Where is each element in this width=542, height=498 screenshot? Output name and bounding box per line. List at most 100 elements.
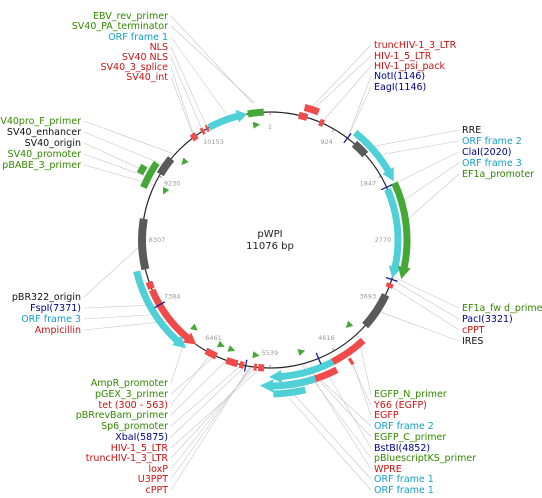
feature-ampr-promoter xyxy=(145,280,155,290)
label-cppt-bottom: cPPT xyxy=(146,485,169,496)
primer-arrow xyxy=(162,186,170,195)
label-trunc-ltr-top: truncHIV-1_3_LTR xyxy=(374,40,457,51)
leader-line-hiv-psi-pack xyxy=(321,65,372,124)
feature-orf-frame-1 xyxy=(273,386,307,398)
label-xbai: XbaI(5875) xyxy=(115,432,168,443)
feature-orf-frame-1 xyxy=(259,375,317,393)
feature-sp6-promoter xyxy=(238,360,245,369)
label-eagi: EagI(1146) xyxy=(374,82,426,93)
leader-line-orf-frame-1-top xyxy=(170,36,229,118)
feature-orf-frame-3 xyxy=(384,187,402,278)
label-orf-frame-2-bottom: ORF frame 2 xyxy=(374,421,434,432)
label-sv40-pa-terminator: SV40_PA_terminator xyxy=(72,21,168,32)
leader-line-sv40-promoter xyxy=(83,153,151,179)
leader-line-nls xyxy=(170,46,208,129)
tick-label: 6461 xyxy=(205,334,222,342)
tick-label: 9230 xyxy=(164,180,181,188)
label-orf-frame-1-b2: ORF frame 1 xyxy=(374,485,434,496)
label-cppt-right: cPPT xyxy=(462,325,485,336)
leader-line-cppt-right xyxy=(389,285,460,331)
feature-y66-egfp- xyxy=(347,357,355,366)
feature-orf-frame-1 xyxy=(207,109,248,131)
leader-line-xbai xyxy=(170,365,246,438)
tick-label: 924 xyxy=(320,138,332,146)
feature-tet-300-563- xyxy=(204,347,218,360)
label-orf-frame-1-b1: ORF frame 1 xyxy=(374,474,434,485)
label-hiv-psi-pack: HIV-1_psi_pack xyxy=(374,61,446,72)
feature-trunchiv-1-3-ltr xyxy=(253,363,258,371)
leader-line-cppt-bottom xyxy=(170,366,250,491)
leader-line-pgex-3-primer xyxy=(170,355,216,395)
restriction-site-mark xyxy=(343,132,352,144)
label-sv40-enhancer: SV40_enhancer xyxy=(7,127,81,138)
leader-line-hiv-5-ltr-top xyxy=(310,55,372,112)
tick-label: 7384 xyxy=(164,293,181,301)
leader-line-sv40-3-splice xyxy=(170,66,195,137)
feature-sv40-nls xyxy=(199,127,206,135)
feature-ires xyxy=(362,293,390,329)
plasmid-name: pWPI xyxy=(257,229,282,240)
leader-line-wpre xyxy=(313,379,372,470)
label-egfp-c-primer: EGFP_C_primer xyxy=(374,432,446,443)
label-sv40pro-f-primer: SV40pro_F_primer xyxy=(0,116,81,127)
tick-label: 1847 xyxy=(360,180,377,188)
tick-label: 3693 xyxy=(360,293,377,301)
label-sp6-promoter: Sp6_promoter xyxy=(101,421,168,432)
label-ires: IRES xyxy=(462,336,483,347)
tick-mark xyxy=(332,348,335,352)
feature-sv40-enhancer xyxy=(156,156,175,177)
restriction-site-mark xyxy=(243,359,248,372)
tick-label: 2770 xyxy=(375,236,392,244)
leader-line-sv40-nls xyxy=(170,56,203,132)
restriction-site-mark xyxy=(385,276,398,282)
label-clai: ClaI(2020) xyxy=(462,147,512,158)
tick-mark xyxy=(158,175,162,178)
leader-line-pbrrevbam-primer xyxy=(170,360,227,416)
feature-arcs xyxy=(133,104,411,398)
feature-hiv-1-5-ltr xyxy=(303,104,320,116)
leader-line-noti xyxy=(347,75,372,139)
leader-line-orf-frame-2-bottom xyxy=(311,371,372,427)
label-hiv-5-ltr-bottom: HIV-1_5_LTR xyxy=(111,443,169,454)
label-rre: RRE xyxy=(462,125,481,136)
plasmid-size: 11076 bp xyxy=(246,241,294,252)
tick-label: 5539 xyxy=(262,349,279,357)
label-egfp-n-primer: EGFP_N_primer xyxy=(374,389,447,400)
label-paci: PacI(3321) xyxy=(462,314,513,325)
leader-line-pbr322-origin xyxy=(83,243,143,298)
feature-ampicillin xyxy=(148,288,197,345)
leader-line-orf-frame-1-b1 xyxy=(290,390,372,480)
feature-hiv-1-psi-pack xyxy=(318,118,325,127)
feature-orf-frame-2 xyxy=(269,358,335,383)
label-pbrrevbam-primer: pBRrevBam_primer xyxy=(76,410,168,421)
label-ef1a-promoter: EF1a_promoter xyxy=(462,169,534,180)
restriction-site-mark xyxy=(380,184,393,191)
label-sv40-promoter: SV40_promoter xyxy=(8,149,82,160)
leader-line-sv40-origin xyxy=(83,142,148,173)
feature-ef1a-promoter xyxy=(391,181,411,280)
label-tet: tet (300 - 563) xyxy=(99,400,168,411)
label-hiv-5-ltr-top: HIV-1_5_LTR xyxy=(374,51,432,62)
feature-sv40-int xyxy=(189,132,199,142)
label-pgex-3-primer: pGEX_3_primer xyxy=(95,389,168,400)
label-bstbi: BstBI(4852) xyxy=(374,443,430,454)
label-ef1a-fwd-primer: EF1a_fw d_primer xyxy=(462,303,542,314)
label-sv40-origin: SV40_origin xyxy=(25,138,81,149)
label-orf-frame-2-right: ORF frame 2 xyxy=(462,136,522,147)
primer-arrow xyxy=(297,349,306,356)
leader-line-orf-frame-1-b2 xyxy=(289,398,372,491)
label-noti: NotI(1146) xyxy=(374,71,425,82)
feature-hiv-1-5-ltr xyxy=(257,363,265,372)
label-ampicillin: Ampicillin xyxy=(35,325,81,336)
label-ebv-rev-primer: EBV_rev_primer xyxy=(93,11,168,22)
leader-line-sv40-pa-terminator xyxy=(170,25,255,104)
tick-label: 4616 xyxy=(318,334,335,342)
tick-mark xyxy=(332,128,335,132)
leader-line-orf-frame-3-left xyxy=(83,314,154,320)
label-fspi: FspI(7371) xyxy=(30,303,81,314)
leader-line-sv40-int xyxy=(170,76,194,138)
feature-sv40-promoter xyxy=(140,160,160,189)
leader-line-orf-frame-2-right xyxy=(378,140,460,156)
leader-line-trunc-ltr-top xyxy=(302,44,372,117)
